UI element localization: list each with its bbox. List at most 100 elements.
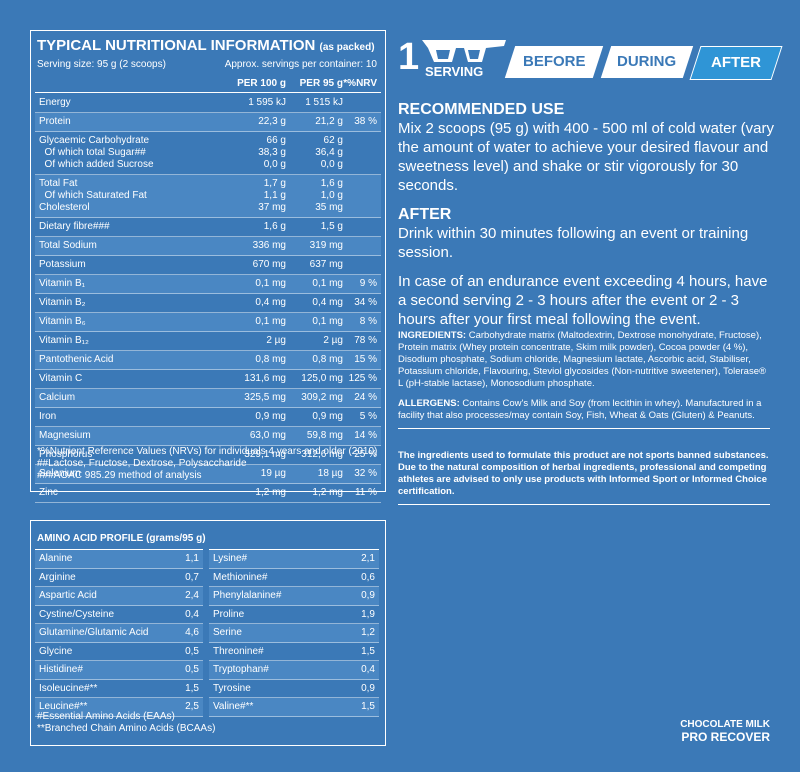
tab-label: AFTER — [711, 54, 761, 71]
amino-footnotes: #Essential Amino Acids (EAAs) **Branched … — [37, 711, 215, 735]
amino-row: Histidine# 0,5 — [35, 661, 203, 680]
nutrient-value: 15 % — [354, 354, 377, 365]
nutrient-value: 2 µg — [266, 335, 286, 346]
nutrient-name: Zinc — [39, 487, 58, 498]
nutrient-value: 66 g — [266, 135, 286, 146]
nutrient-name: Selenium — [39, 468, 81, 479]
nutrient-value: 5 % — [359, 411, 377, 422]
amino-name: Isoleucine#** — [39, 682, 98, 694]
nutrient-name: Of which total Sugar## — [39, 147, 146, 158]
amino-name: Glutamine/Glutamic Acid — [39, 627, 149, 638]
nutrient-name: Vitamin B₁₂ — [39, 335, 89, 346]
nutrient-value: 63,0 mg — [249, 430, 286, 441]
nutrient-value: 670 mg — [252, 259, 286, 270]
serving-tab: DURING — [600, 46, 694, 78]
nutrient-name: Vitamin B₁ — [39, 278, 85, 289]
table-row: Selenium 19 µg 18 µg 32 % — [35, 465, 381, 484]
footer: CHOCOLATE MILK PRO RECOVER — [680, 718, 770, 744]
nutrient-value: 35 mg — [315, 202, 343, 213]
amino-value: 1,2 — [361, 627, 375, 638]
amino-name: Histidine# — [39, 664, 83, 675]
nutrient-value: 0,1 mg — [312, 278, 343, 289]
nutrient-value: 25 % — [354, 449, 377, 460]
nutrient-value: 325,5 mg — [244, 392, 286, 403]
nutrient-name: Total Sodium — [39, 240, 97, 251]
amino-row: Phenylalanine# 0,9 — [209, 587, 379, 606]
nutrient-name: Of which Saturated Fat — [39, 190, 147, 201]
nutrient-value: 125,0 mg — [301, 373, 343, 384]
row-line: Iron 0,9 mg 0,9 mg 5 % — [35, 411, 381, 423]
nutrient-value: 0,0 g — [320, 159, 343, 170]
nutrient-value: 36,4 g — [315, 147, 343, 158]
row-line: Zinc 1,2 mg 1,2 mg 11 % — [35, 487, 381, 499]
amino-row: Glycine 0,5 — [35, 643, 203, 661]
flavour: CHOCOLATE MILK — [680, 719, 770, 730]
nutrient-name: Phosphorus — [39, 449, 93, 460]
amino-row: Arginine 0,7 — [35, 569, 203, 587]
nutrient-value: 319 mg — [309, 240, 343, 251]
amino-row: Leucine#** 2,5 — [35, 698, 203, 717]
nutrient-value: 59,8 mg — [306, 430, 343, 441]
nutrient-name: Vitamin C — [39, 373, 83, 384]
row-line: Cholesterol 37 mg 35 mg — [35, 202, 381, 214]
table-row: Protein 22,3 g 21,2 g 38 % — [35, 113, 381, 132]
amino-row: Tryptophan# 0,4 — [209, 661, 379, 680]
amino-value: 2,5 — [185, 701, 199, 712]
nutrient-name: Of which added Sucrose — [39, 159, 154, 170]
table-row: Vitamin B₆ 0,1 mg 0,1 mg 8 % — [35, 313, 381, 332]
amino-left: Alanine 1,1 Arginine 0,7 Aspartic Acid 2,4 Cys… — [35, 549, 203, 717]
amino-value: 2,4 — [185, 590, 199, 601]
amino-row: Lysine# 2,1 — [209, 550, 379, 569]
amino-name: Aspartic Acid — [39, 590, 97, 601]
tab-label: DURING — [617, 53, 677, 70]
footnote: **Branched Chain Amino Acids (BCAAs) — [37, 723, 216, 734]
serving-tab: AFTER — [689, 46, 783, 80]
nutrient-name: Calcium — [39, 392, 76, 403]
row-line: Of which Saturated Fat 1,1 g 1,0 g — [35, 190, 381, 202]
nutrient-value: 1,1 g — [263, 190, 286, 201]
nutrient-value: 0,0 g — [263, 159, 286, 170]
footnote: #Essential Amino Acids (EAAs) — [37, 711, 175, 722]
footnotes: *%Nutrient Reference Values (NRVs) for i… — [37, 446, 377, 482]
nutrient-value: 37 mg — [258, 202, 286, 213]
nutrient-value: 1,5 g — [320, 221, 343, 232]
table-row: Dietary fibre### 1,6 g 1,5 g — [35, 218, 381, 237]
nutrient-value: 637 mg — [309, 259, 343, 270]
title: TYPICAL NUTRITIONAL INFORMATION — [37, 37, 316, 54]
amino-row: Serine 1,2 — [209, 624, 379, 643]
nutrient-value: 336 mg — [252, 240, 286, 251]
nutrient-value: 1 515 kJ — [305, 97, 343, 108]
amino-panel: AMINO ACID PROFILE (grams/95 g) Alanine 1… — [30, 520, 386, 746]
servings: Approx. servings per container: 10 — [224, 59, 377, 70]
nutrient-value: 312,6 mg — [301, 449, 343, 460]
nutrient-value: 22,3 g — [258, 116, 286, 127]
row-line: Vitamin C 131,6 mg 125,0 mg 125 % — [35, 373, 381, 385]
amino-value: 1,1 — [185, 553, 199, 564]
nutrient-name: Vitamin B₂ — [39, 297, 86, 308]
amino-name: Proline — [213, 608, 245, 620]
serving-size: Serving size: 95 g (2 scoops) — [37, 59, 166, 70]
nutrient-value: 0,1 mg — [312, 316, 343, 327]
amino-name: Lysine# — [213, 553, 248, 564]
row-line: Vitamin B₆ 0,1 mg 0,1 mg 8 % — [35, 316, 381, 328]
amino-value: 0,9 — [361, 590, 375, 601]
after-text: In case of an endurance event exceeding … — [398, 273, 768, 328]
nutrient-value: 0,9 mg — [312, 411, 343, 422]
row-line: Protein 22,3 g 21,2 g 38 % — [35, 116, 381, 128]
row-line: Energy 1 595 kJ 1 515 kJ — [35, 97, 381, 109]
usage-text: Mix 2 scoops (95 g) with 400 - 500 ml of… — [398, 120, 774, 194]
table-row: Glycaemic Carbohydrate 66 g 62 g Of which … — [35, 132, 381, 175]
nutrient-value: 1,2 mg — [255, 487, 286, 498]
row-line: Vitamin B₁ 0,1 mg 0,1 mg 9 % — [35, 278, 381, 290]
ingredients-text: Carbohydrate matrix (Maltodextrin, Dextr… — [398, 330, 766, 389]
amino-row: Valine#** 1,5 — [209, 698, 379, 717]
nutrient-name: Glycaemic Carbohydrate — [39, 135, 150, 146]
table-row: Total Sodium 336 mg 319 mg — [35, 237, 381, 256]
nutrient-value: 1,0 g — [320, 190, 343, 201]
table-row: Pantothenic Acid 0,8 mg 0,8 mg 15 % — [35, 351, 381, 370]
nutrient-name: Total Fat — [39, 178, 78, 189]
nutrient-value: 18 µg — [317, 468, 343, 479]
nutrient-name: Vitamin B₆ — [39, 316, 86, 327]
amino-value: 0,7 — [185, 571, 199, 583]
table-row: Zinc 1,2 mg 1,2 mg 11 % — [35, 484, 381, 503]
